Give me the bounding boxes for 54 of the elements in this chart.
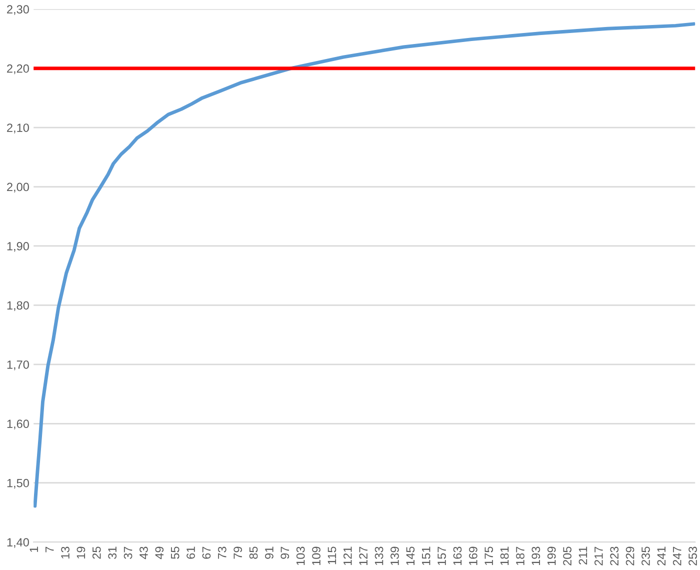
y-tick-label: 1,70 [7, 360, 29, 370]
x-tick-label: 67 [202, 546, 211, 559]
x-tick-label: 229 [626, 546, 634, 566]
x-tick-label: 181 [500, 546, 509, 566]
y-tick-label: 1,80 [7, 301, 29, 311]
x-tick-label: 19 [76, 546, 86, 558]
x-tick-label: 115 [328, 546, 336, 564]
x-tick-label: 85 [249, 546, 258, 559]
x-tick-label: 43 [140, 546, 148, 560]
x-tick-label: 121 [343, 546, 352, 566]
y-tick-label: 2,20 [7, 64, 29, 74]
y-tick-label: 1,90 [7, 242, 29, 252]
x-tick-label: 217 [594, 546, 603, 566]
x-tick-label: 97 [280, 546, 290, 559]
x-tick-label: 169 [468, 546, 478, 566]
x-tick-label: 13 [61, 546, 70, 558]
x-tick-label: 1 [30, 546, 38, 552]
x-tick-label: 25 [92, 546, 101, 559]
y-tick-label: 2,30 [7, 5, 29, 15]
x-tick-label: 247 [672, 546, 682, 566]
x-tick-label: 199 [547, 546, 556, 566]
y-tick-label: 2,10 [7, 124, 29, 134]
y-tick-label: 1,40 [7, 538, 29, 548]
y-tick-label: 1,50 [7, 478, 29, 489]
x-tick-label: 187 [516, 546, 524, 566]
x-tick-label: 223 [610, 546, 619, 566]
x-tick-label: 235 [642, 546, 650, 566]
x-tick-label: 253 [688, 546, 697, 566]
x-tick-label: 175 [484, 546, 494, 566]
x-tick-label: 37 [124, 546, 132, 559]
x-tick-label: 55 [171, 546, 180, 559]
x-tick-label: 61 [186, 546, 195, 559]
x-tick-label: 193 [532, 546, 540, 566]
x-tick-label: 157 [438, 546, 446, 566]
x-tick-label: 133 [374, 546, 384, 566]
x-tick-label: 73 [218, 546, 226, 559]
x-tick-label: 139 [390, 546, 399, 566]
line-series [34, 22, 696, 508]
y-tick-label: 1,60 [7, 420, 29, 430]
x-tick-label: 151 [422, 546, 430, 566]
x-tick-label: 163 [453, 546, 462, 566]
x-tick-label: 145 [406, 546, 415, 566]
x-tick-label: 241 [657, 546, 666, 566]
x-tick-label: 79 [234, 546, 242, 559]
x-tick-label: 127 [359, 546, 368, 566]
x-tick-label: 31 [108, 546, 117, 559]
x-tick-label: 103 [296, 546, 305, 566]
x-tick-label: 109 [312, 546, 320, 566]
x-tick-label: 211 [578, 546, 588, 564]
x-tick-label: 7 [46, 546, 54, 552]
x-tick-label: 91 [265, 546, 274, 559]
y-tick-label: 2,00 [7, 182, 29, 193]
x-tick-label: 205 [563, 546, 572, 566]
x-tick-label: 49 [155, 546, 164, 560]
